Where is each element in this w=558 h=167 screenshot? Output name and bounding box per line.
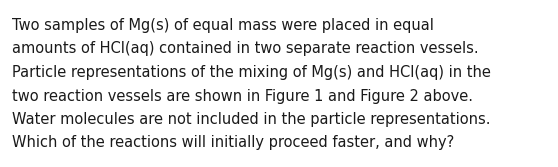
Text: Two samples of Mg(s) of equal mass were placed in equal: Two samples of Mg(s) of equal mass were … [12, 18, 434, 33]
Text: Which of the reactions will initially proceed faster, and why?: Which of the reactions will initially pr… [12, 135, 454, 150]
Text: Water molecules are not included in the particle representations.: Water molecules are not included in the … [12, 112, 490, 127]
Text: two reaction vessels are shown in Figure 1 and Figure 2 above.: two reaction vessels are shown in Figure… [12, 89, 473, 104]
Text: Particle representations of the mixing of Mg(s) and HCl(aq) in the: Particle representations of the mixing o… [12, 65, 491, 80]
Text: amounts of HCl(aq) contained in two separate reaction vessels.: amounts of HCl(aq) contained in two sepa… [12, 42, 479, 56]
